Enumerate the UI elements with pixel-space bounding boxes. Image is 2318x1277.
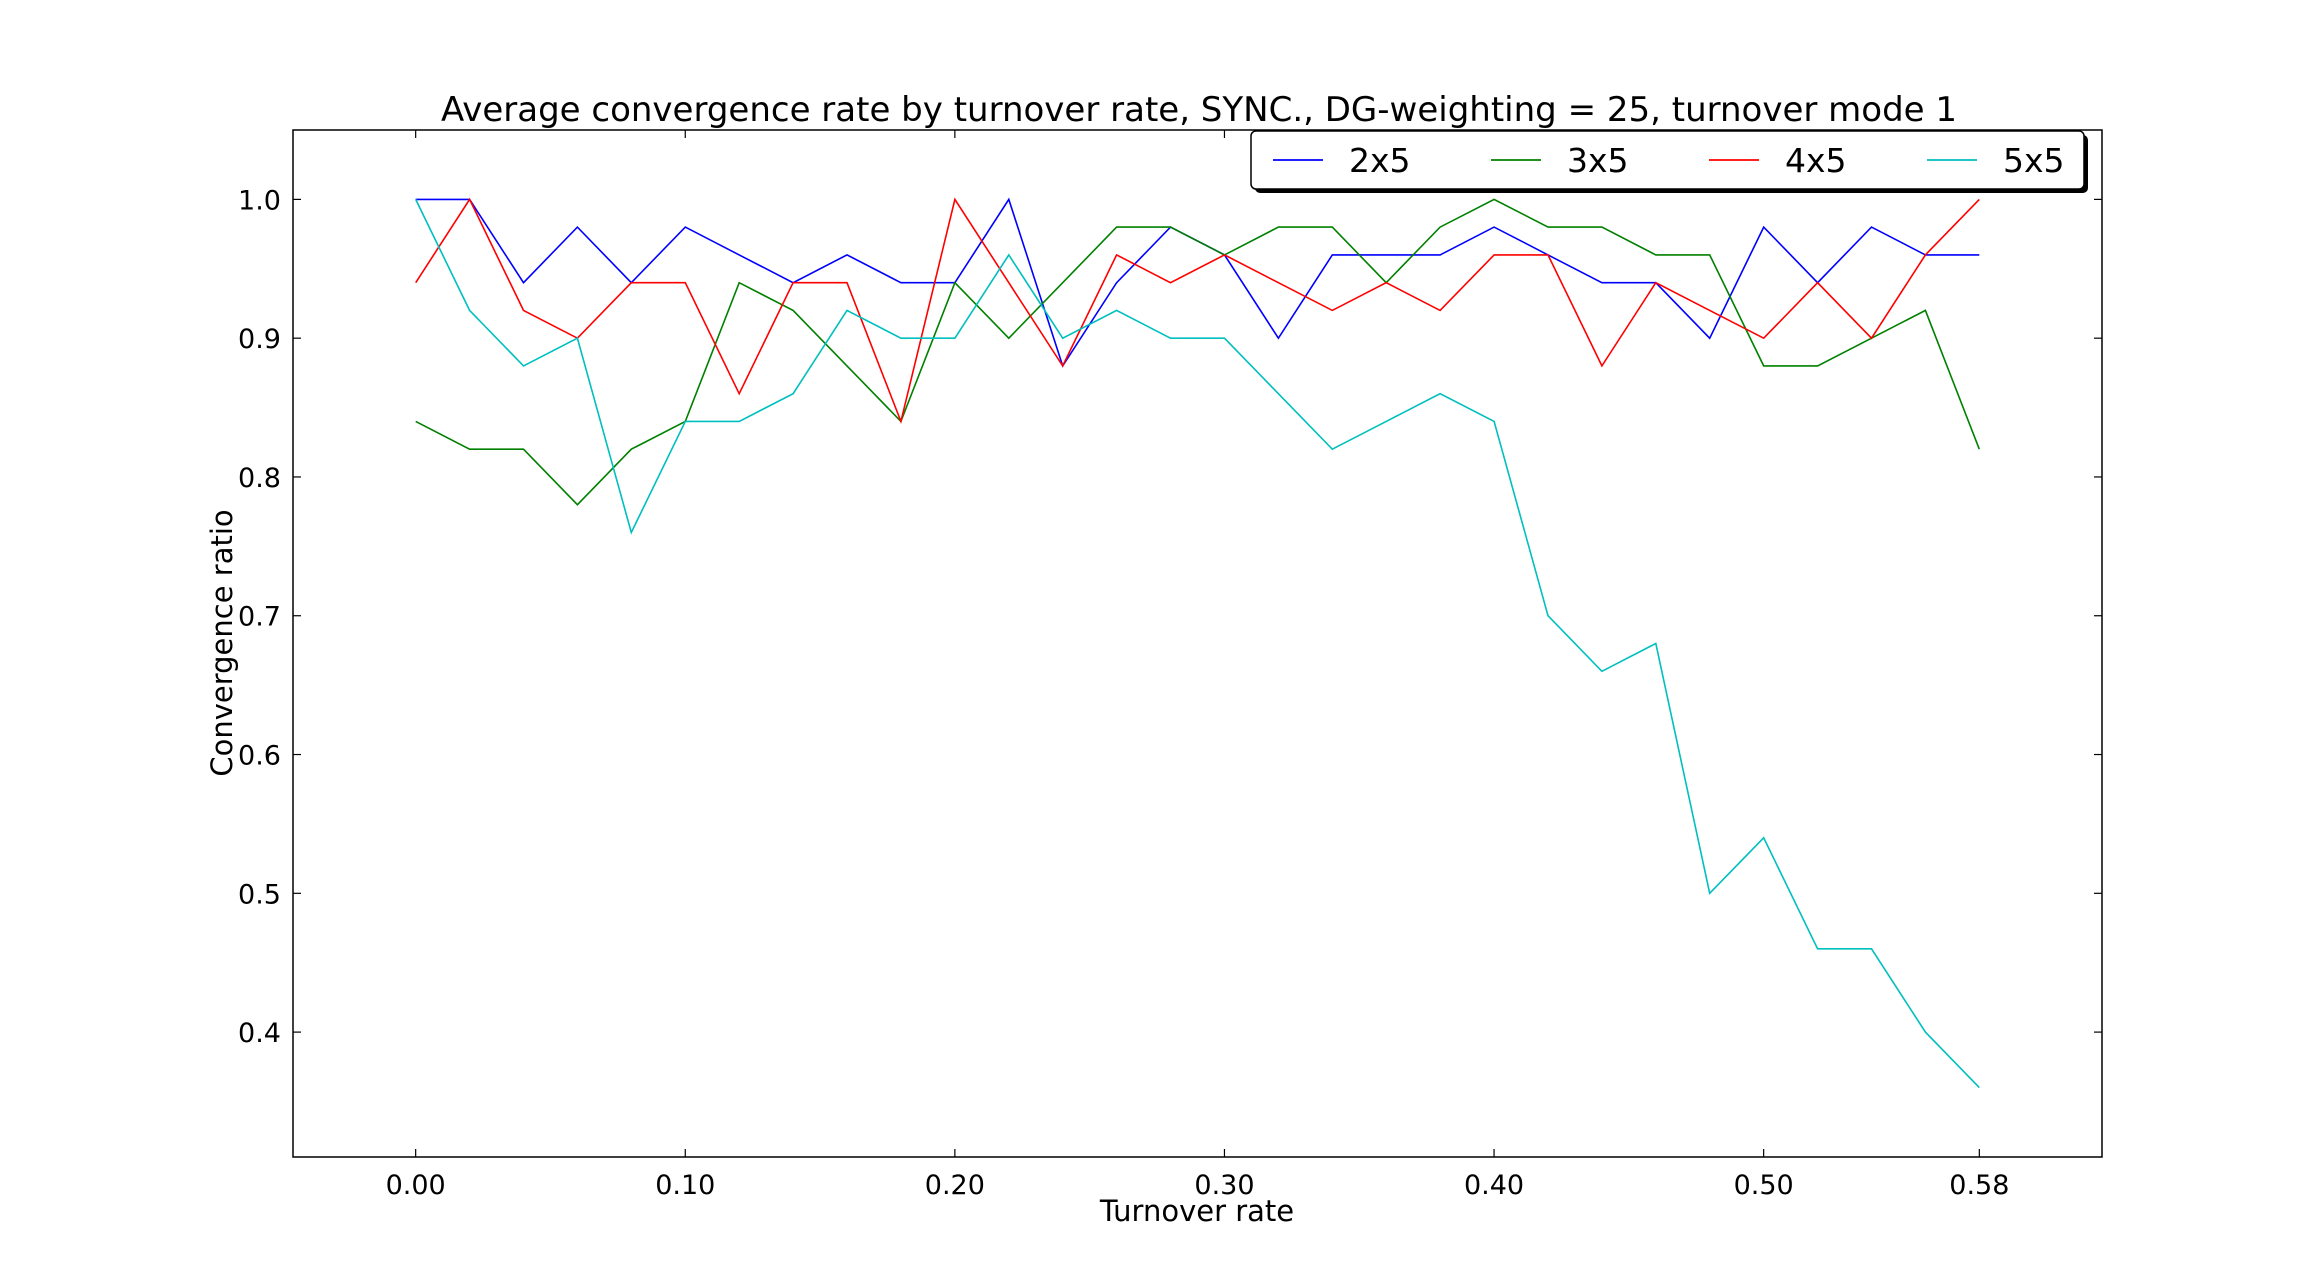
legend-label-4x5: 4x5 xyxy=(1785,141,1847,180)
x-tick-label: 0.50 xyxy=(1734,1170,1794,1201)
y-tick-label: 1.0 xyxy=(238,185,281,216)
y-tick-label: 0.5 xyxy=(238,879,281,910)
legend-label-5x5: 5x5 xyxy=(2003,141,2065,180)
series-line-3x5 xyxy=(415,198,1981,506)
series-line-4x5 xyxy=(415,197,1980,425)
series-line-5x5 xyxy=(414,199,1980,1089)
x-tick-label: 0.00 xyxy=(386,1170,446,1201)
plot-area-frame xyxy=(292,129,2103,1158)
y-tick-label: 0.7 xyxy=(238,602,281,633)
x-tick-label: 0.40 xyxy=(1464,1170,1524,1201)
x-tick-label: 0.30 xyxy=(1194,1170,1254,1201)
x-tick-label: 0.58 xyxy=(1949,1170,2009,1201)
legend: 2x5 3x5 4x5 5x5 xyxy=(1250,130,2088,193)
legend-box xyxy=(1250,130,2085,190)
chart-title: Average convergence rate by turnover rat… xyxy=(441,90,1957,130)
legend-label-3x5: 3x5 xyxy=(1567,141,1629,180)
x-axis-ticks: 0.00 0.10 0.20 0.30 0.40 0.50 0.58 xyxy=(386,130,2009,1201)
x-axis-label: Turnover rate xyxy=(1099,1194,1294,1228)
y-axis-label: Convergence ratio xyxy=(205,509,239,776)
x-tick-label: 0.20 xyxy=(925,1170,985,1201)
x-tick-label: 0.10 xyxy=(655,1170,715,1201)
y-tick-label: 0.9 xyxy=(238,324,281,355)
y-tick-label: 0.4 xyxy=(238,1018,281,1049)
y-axis-ticks: 0.4 0.5 0.6 0.7 0.8 0.9 1.0 xyxy=(238,185,2102,1049)
plot-lines xyxy=(414,197,1981,1089)
y-tick-label: 0.8 xyxy=(238,463,281,494)
y-tick-label: 0.6 xyxy=(238,741,281,772)
legend-label-2x5: 2x5 xyxy=(1349,141,1411,180)
